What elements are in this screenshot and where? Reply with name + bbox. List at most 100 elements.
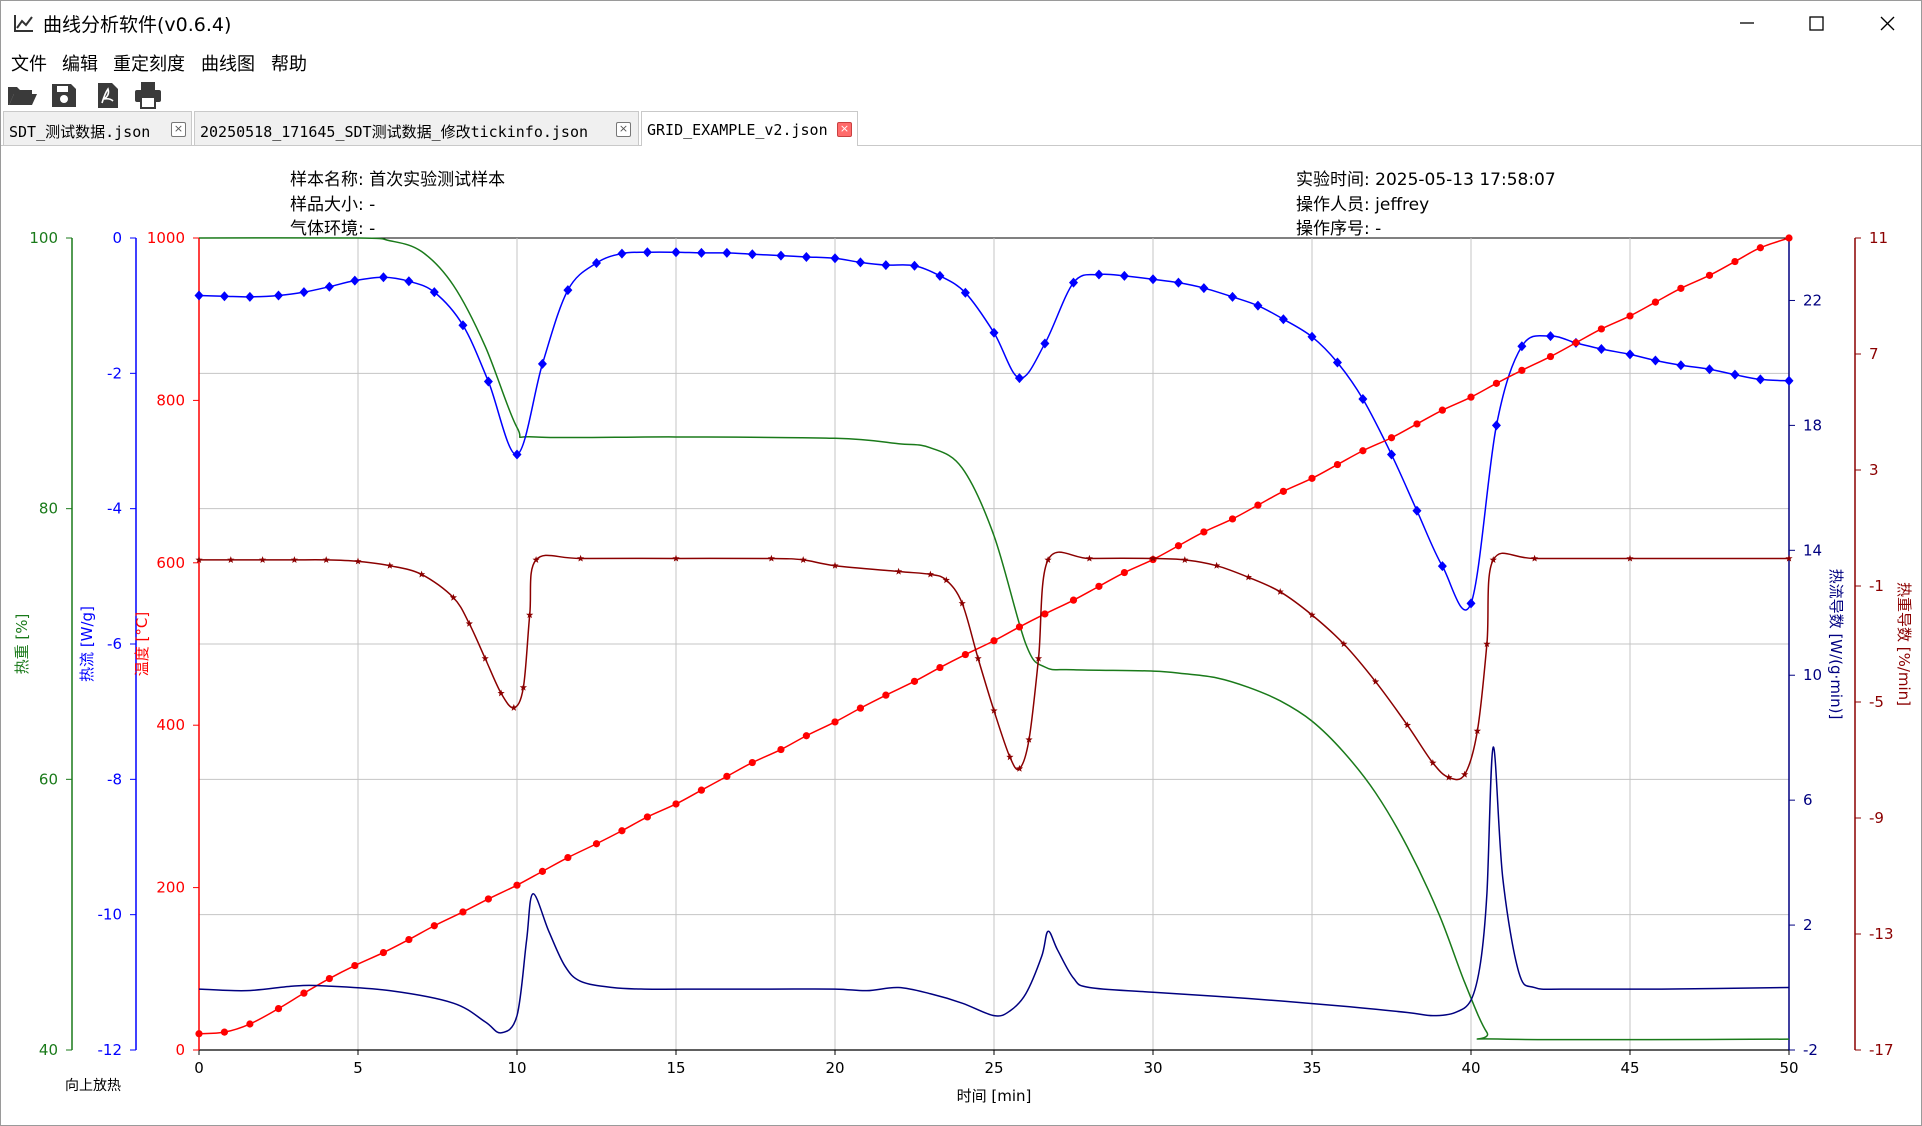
print-button[interactable]	[131, 79, 165, 111]
dtg-data-point	[926, 570, 934, 578]
dtg-data-point	[1461, 770, 1469, 778]
tab-close-icon[interactable]: ×	[837, 122, 852, 137]
hf-data-point	[378, 272, 388, 283]
hf-data-point	[429, 287, 439, 298]
dtg-data-point	[1340, 640, 1348, 648]
sample-name: 样本名称: 首次实验测试样本	[290, 170, 506, 190]
temp-data-point	[538, 867, 547, 875]
temp-data-point	[723, 772, 731, 780]
temp-data-point	[990, 637, 998, 645]
dtg-data-point	[1015, 764, 1024, 772]
hf-data-point	[830, 253, 840, 264]
dtg-data-point	[958, 599, 966, 607]
tab-label: 20250518_171645_SDT测试数据_修改tickinfo.json	[200, 123, 589, 141]
x-tick-label: 25	[984, 1059, 1003, 1077]
export-pdf-button[interactable]	[91, 79, 125, 111]
temp-data-point	[697, 786, 706, 794]
x-tick-label: 15	[666, 1059, 685, 1077]
hf-data-point	[1069, 277, 1078, 288]
close-button[interactable]	[1851, 1, 1921, 45]
hf-data-point	[350, 275, 360, 286]
dtg-data-point	[1429, 759, 1437, 766]
dtg-tick-label: -9	[1869, 809, 1884, 827]
temp-data-point	[1015, 623, 1024, 631]
hf-data-point	[1014, 373, 1024, 384]
dtg-data-point	[672, 554, 680, 562]
hf-data-point	[1387, 449, 1396, 460]
dtg-data-point	[322, 556, 330, 563]
temp-data-point	[1308, 474, 1316, 482]
temp-data-point	[405, 935, 413, 944]
tab-close-icon[interactable]: ×	[171, 122, 186, 137]
hf-data-point	[910, 260, 919, 271]
dtg-data-point	[831, 561, 839, 569]
open-file-button[interactable]	[5, 79, 39, 111]
menu-edit[interactable]: 编辑	[62, 54, 98, 75]
hf-data-point	[404, 276, 414, 287]
hf-data-point	[458, 320, 468, 331]
menu-rescale[interactable]: 重定刻度	[113, 54, 185, 75]
temp-data-point	[459, 908, 467, 916]
hf-data-point	[1358, 394, 1368, 405]
tg-tick-label: 80	[39, 500, 58, 518]
tab-modified-tickinfo[interactable]: 20250518_171645_SDT测试数据_修改tickinfo.json …	[194, 111, 639, 145]
hf-data-point	[1253, 300, 1263, 311]
dtg-data-point	[1025, 735, 1033, 743]
hf-data-point	[1437, 561, 1447, 572]
maximize-button[interactable]	[1781, 1, 1851, 45]
tab-sdt-test-data[interactable]: SDT_测试数据.json ×	[3, 111, 192, 145]
dtg-data-point	[1276, 588, 1284, 595]
menu-help[interactable]: 帮助	[271, 54, 307, 75]
minimize-button[interactable]	[1711, 1, 1781, 45]
temp-data-point	[379, 948, 388, 957]
temp-data-point	[564, 853, 572, 862]
dtg-data-point	[418, 570, 426, 578]
temp-tick-label: 200	[156, 879, 185, 897]
temp-data-point	[195, 1030, 203, 1038]
gas-atmosphere: 气体环境: -	[290, 219, 376, 239]
dhf-series-line	[198, 746, 1790, 1034]
temp-data-point	[484, 895, 492, 903]
dtg-data-point	[1445, 773, 1453, 781]
dtg-data-point	[767, 554, 775, 562]
tg-tick-label: 100	[29, 229, 58, 247]
hf-data-point	[1784, 375, 1794, 386]
dhf-tick-label: 22	[1803, 291, 1822, 309]
save-button[interactable]	[47, 79, 81, 111]
hf-data-point	[592, 258, 601, 269]
hf-data-point	[324, 281, 334, 292]
hf-data-point	[194, 290, 204, 301]
exotherm-up-note: 向上放热	[65, 1078, 121, 1094]
temp-data-point	[1467, 393, 1475, 401]
temp-data-point	[1359, 447, 1367, 455]
dtg-data-point	[510, 704, 518, 711]
dhf-tick-label: 2	[1803, 916, 1813, 934]
dhf-tick-label: 6	[1803, 791, 1813, 809]
hf-data-point	[1517, 341, 1527, 352]
hf-data-point	[1173, 277, 1183, 288]
tab-close-icon[interactable]: ×	[616, 122, 631, 137]
x-tick-label: 30	[1143, 1059, 1162, 1077]
dtg-data-point	[1483, 640, 1491, 648]
menu-file[interactable]: 文件	[11, 54, 47, 75]
temp-data-point	[1120, 568, 1128, 577]
operation-number: 操作序号: -	[1296, 219, 1382, 239]
hf-data-point	[563, 285, 573, 296]
temp-data-point	[1518, 366, 1526, 374]
menu-chart[interactable]: 曲线图	[201, 54, 255, 75]
dtg-data-point	[449, 593, 457, 601]
hf-data-point	[642, 247, 652, 258]
hf-tick-label: -8	[107, 770, 122, 788]
temp-data-point	[430, 922, 438, 930]
hf-tick-label: 0	[112, 229, 122, 247]
temp-data-point	[936, 663, 944, 672]
temp-data-point	[1756, 244, 1764, 252]
hf-data-point	[299, 287, 309, 298]
hf-data-point	[1650, 355, 1660, 366]
dtg-data-point	[942, 576, 950, 584]
temp-axis-label: 温度 [°C]	[133, 612, 151, 676]
hf-data-point	[776, 250, 786, 261]
tab-grid-example[interactable]: GRID_EXAMPLE_v2.json ×	[641, 111, 858, 146]
dtg-data-point	[1489, 556, 1497, 563]
